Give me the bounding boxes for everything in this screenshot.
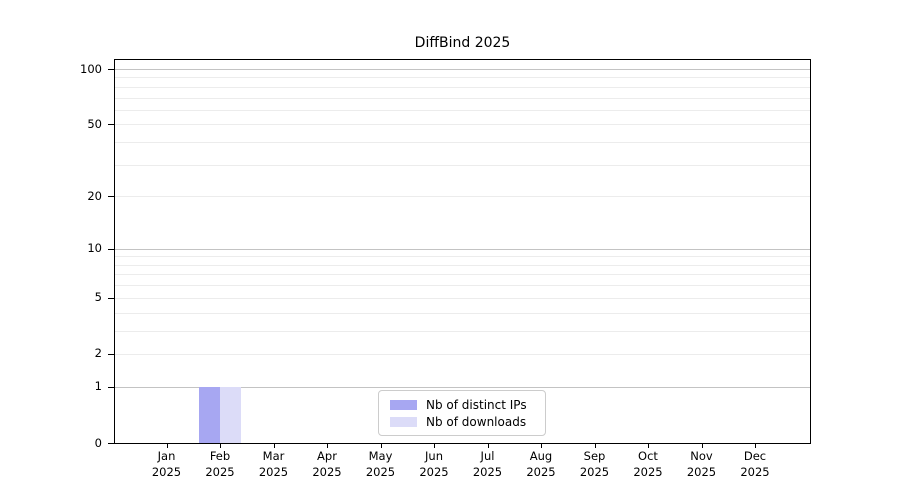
x-tick-mark xyxy=(434,444,435,448)
x-tick-mark xyxy=(380,444,382,448)
x-tick-label: Aug 2025 xyxy=(511,449,571,480)
x-tick-month: Aug xyxy=(529,449,553,463)
x-tick-mark xyxy=(594,444,596,448)
chart-title: DiffBind 2025 xyxy=(414,35,511,51)
minor-gridline xyxy=(115,86,810,88)
x-tick-label: Oct 2025 xyxy=(618,449,678,480)
x-tick-mark xyxy=(648,444,649,448)
x-tick-label: Jun 2025 xyxy=(404,449,464,480)
x-tick-mark xyxy=(273,444,275,448)
y-tick-mark xyxy=(108,248,114,250)
x-tick-mark xyxy=(755,444,756,448)
x-tick-month: Jun xyxy=(425,449,443,463)
x-tick-year: 2025 xyxy=(526,464,556,479)
x-tick-label: Nov 2025 xyxy=(672,449,732,480)
legend-label: Nb of downloads xyxy=(426,415,527,429)
x-tick-month: Sep xyxy=(583,449,606,463)
minor-gridline xyxy=(115,77,810,79)
minor-gridline xyxy=(115,264,810,266)
legend-swatch xyxy=(390,400,417,410)
x-tick-month: Dec xyxy=(743,449,767,463)
minor-gridline xyxy=(115,142,810,144)
y-tick-mark xyxy=(108,196,114,198)
y-tick-label: 0 xyxy=(94,435,102,450)
y-tick-mark xyxy=(108,124,114,126)
minor-gridline xyxy=(115,124,810,126)
x-tick-label: Jul 2025 xyxy=(458,449,518,480)
x-tick-month: Nov xyxy=(690,449,713,463)
x-tick-year: 2025 xyxy=(365,464,396,479)
y-tick-label: 20 xyxy=(87,188,102,203)
y-tick-label: 5 xyxy=(94,290,102,305)
x-tick-mark xyxy=(487,444,489,448)
x-tick-year: 2025 xyxy=(419,464,449,479)
x-tick-month: Feb xyxy=(209,449,231,463)
x-tick-label: Mar 2025 xyxy=(244,449,304,480)
minor-gridline xyxy=(115,109,810,111)
minor-gridline xyxy=(115,256,810,258)
y-tick-label: 1 xyxy=(94,379,102,394)
x-tick-year: 2025 xyxy=(151,464,182,479)
major-gridline xyxy=(115,248,810,250)
legend: Nb of distinct IPs Nb of downloads xyxy=(378,390,546,436)
y-tick-label: 2 xyxy=(94,346,102,361)
major-gridline xyxy=(115,386,810,388)
x-tick-month: Jan xyxy=(157,449,176,463)
x-tick-month: Jul xyxy=(480,449,495,463)
x-tick-month: Mar xyxy=(262,449,285,463)
x-tick-mark xyxy=(327,444,328,448)
x-tick-label: Feb 2025 xyxy=(190,449,250,480)
legend-swatch xyxy=(390,417,417,427)
y-tick-mark xyxy=(108,386,114,388)
x-tick-year: 2025 xyxy=(205,464,235,479)
x-tick-month: Apr xyxy=(317,449,337,463)
x-tick-year: 2025 xyxy=(472,464,503,479)
minor-gridline xyxy=(115,312,810,314)
minor-gridline xyxy=(115,97,810,99)
minor-gridline xyxy=(115,353,810,355)
x-tick-mark xyxy=(541,444,542,448)
minor-gridline xyxy=(115,196,810,198)
minor-gridline xyxy=(115,164,810,166)
x-tick-label: May 2025 xyxy=(351,449,411,480)
bar-distinct-ips xyxy=(199,386,220,443)
y-tick-label: 10 xyxy=(87,241,102,256)
plot-area: Nb of distinct IPs Nb of downloads xyxy=(114,59,811,444)
x-tick-month: Oct xyxy=(638,449,658,463)
x-tick-month: May xyxy=(368,449,393,463)
x-tick-year: 2025 xyxy=(258,464,289,479)
x-tick-mark xyxy=(166,444,168,448)
x-tick-mark xyxy=(701,444,703,448)
minor-gridline xyxy=(115,330,810,332)
x-tick-year: 2025 xyxy=(740,464,770,479)
y-tick-mark xyxy=(108,297,114,299)
x-tick-label: Sep 2025 xyxy=(565,449,625,480)
legend-label: Nb of distinct IPs xyxy=(426,398,527,412)
bar-downloads xyxy=(220,386,241,443)
y-tick-mark xyxy=(108,443,114,444)
y-tick-mark xyxy=(108,69,114,70)
minor-gridline xyxy=(115,285,810,287)
major-gridline xyxy=(115,69,810,70)
x-tick-label: Apr 2025 xyxy=(297,449,357,480)
x-tick-mark xyxy=(220,444,221,448)
minor-gridline xyxy=(115,274,810,276)
y-tick-label: 100 xyxy=(80,61,102,76)
legend-entry: Nb of downloads xyxy=(390,414,537,430)
x-tick-label: Jan 2025 xyxy=(137,449,197,480)
x-tick-label: Dec 2025 xyxy=(725,449,785,480)
y-tick-mark xyxy=(108,353,114,355)
x-tick-year: 2025 xyxy=(579,464,610,479)
y-tick-label: 50 xyxy=(87,116,102,131)
x-tick-year: 2025 xyxy=(686,464,717,479)
x-tick-year: 2025 xyxy=(312,464,342,479)
minor-gridline xyxy=(115,297,810,299)
legend-entry: Nb of distinct IPs xyxy=(390,397,537,413)
x-tick-year: 2025 xyxy=(633,464,663,479)
